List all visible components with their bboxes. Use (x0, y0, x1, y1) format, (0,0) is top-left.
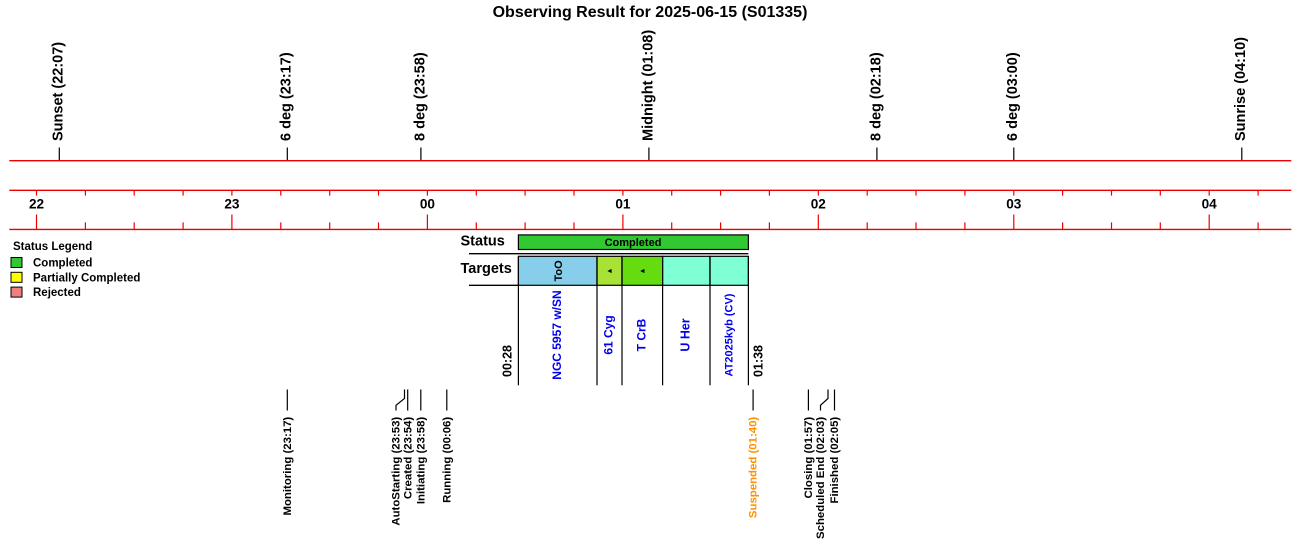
svg-text:◄: ◄ (639, 268, 646, 275)
svg-text:Scheduled End (02:03): Scheduled End (02:03) (815, 417, 827, 539)
svg-text:8 deg (23:58): 8 deg (23:58) (412, 52, 428, 141)
svg-text:Completed: Completed (33, 258, 92, 270)
svg-text:Closing (01:57): Closing (01:57) (803, 417, 815, 499)
svg-text:Status: Status (461, 234, 505, 250)
svg-text:Observing Result for 2025-06-1: Observing Result for 2025-06-15 (S01335) (493, 4, 808, 21)
svg-text:03: 03 (1006, 197, 1022, 212)
svg-text:Rejected: Rejected (33, 287, 81, 299)
svg-text:Targets: Targets (461, 261, 512, 277)
svg-text:6 deg (03:00): 6 deg (03:00) (1005, 52, 1021, 141)
svg-text:U Her: U Her (679, 318, 693, 351)
svg-text:22: 22 (29, 197, 45, 212)
svg-text:04: 04 (1202, 197, 1218, 212)
svg-text:02: 02 (811, 197, 827, 212)
svg-text:Status Legend: Status Legend (13, 241, 92, 253)
svg-text:Monitoring (23:17): Monitoring (23:17) (282, 417, 294, 516)
svg-text:ToO: ToO (553, 260, 565, 282)
svg-text:Finished (02:05): Finished (02:05) (829, 417, 841, 504)
svg-text:Midnight (01:08): Midnight (01:08) (640, 30, 656, 141)
svg-text:T CrB: T CrB (635, 318, 649, 351)
svg-text:Created (23:54): Created (23:54) (402, 417, 414, 500)
svg-text:8 deg (02:18): 8 deg (02:18) (868, 52, 884, 141)
svg-text:Suspended (01:40): Suspended (01:40) (748, 417, 760, 518)
svg-text:23: 23 (224, 197, 240, 212)
svg-text:Partially Completed: Partially Completed (33, 272, 140, 284)
svg-text:AT2025kyb (CV): AT2025kyb (CV) (723, 293, 735, 376)
svg-text:◄: ◄ (606, 268, 613, 275)
svg-text:Initiating (23:58): Initiating (23:58) (415, 417, 427, 505)
svg-text:AutoStarting (23:53): AutoStarting (23:53) (391, 417, 403, 526)
svg-text:61 Cyg: 61 Cyg (602, 315, 616, 354)
svg-text:00:28: 00:28 (501, 345, 515, 377)
svg-text:6 deg (23:17): 6 deg (23:17) (279, 52, 295, 141)
svg-text:01: 01 (615, 197, 631, 212)
svg-text:Completed: Completed (605, 237, 662, 249)
svg-text:NGC 5957 w/SN: NGC 5957 w/SN (550, 290, 564, 379)
svg-text:Sunrise (04:10): Sunrise (04:10) (1233, 37, 1249, 141)
svg-text:00: 00 (420, 197, 435, 212)
svg-text:Running (00:06): Running (00:06) (441, 417, 453, 503)
svg-text:Sunset (22:07): Sunset (22:07) (51, 42, 67, 141)
svg-text:01:38: 01:38 (752, 345, 766, 377)
